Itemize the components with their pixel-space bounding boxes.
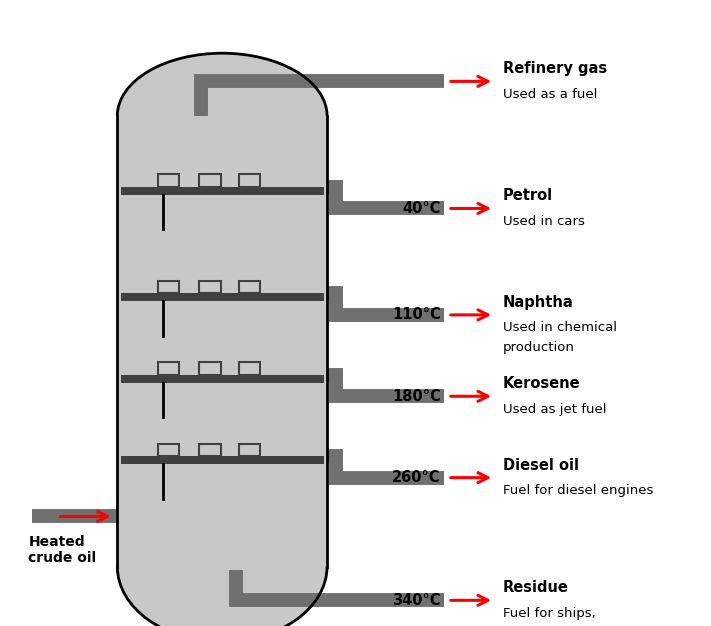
Text: 340°C: 340°C (392, 593, 441, 608)
Text: Used in cars: Used in cars (503, 215, 584, 228)
Text: Heated
crude oil: Heated crude oil (28, 535, 97, 565)
Text: Residue: Residue (503, 580, 569, 595)
Ellipse shape (117, 491, 327, 626)
Bar (239, 362, 260, 374)
Bar (199, 280, 220, 293)
Bar (199, 362, 220, 374)
Text: Used in chemical: Used in chemical (503, 321, 616, 334)
Text: Fuel for ships,: Fuel for ships, (503, 607, 595, 620)
Text: Kerosene: Kerosene (503, 376, 580, 391)
Ellipse shape (117, 53, 327, 178)
Text: 110°C: 110°C (392, 307, 441, 322)
Bar (158, 443, 179, 456)
Bar (239, 443, 260, 456)
Bar (199, 175, 220, 187)
Text: 180°C: 180°C (392, 389, 441, 404)
Bar (121, 456, 324, 464)
Bar (121, 187, 324, 195)
Bar (158, 175, 179, 187)
Bar (199, 443, 220, 456)
Bar (158, 362, 179, 374)
Bar (158, 280, 179, 293)
Text: Naphtha: Naphtha (503, 295, 574, 310)
Bar (239, 175, 260, 187)
Text: Diesel oil: Diesel oil (503, 458, 579, 473)
Text: Petrol: Petrol (503, 188, 552, 203)
Bar (121, 374, 324, 383)
Text: Used as jet fuel: Used as jet fuel (503, 403, 606, 416)
Text: 40°C: 40°C (402, 201, 441, 216)
Text: 260°C: 260°C (392, 470, 441, 485)
Text: Used as a fuel: Used as a fuel (503, 88, 597, 101)
Text: Refinery gas: Refinery gas (503, 61, 606, 76)
Bar (121, 293, 324, 302)
Bar (239, 280, 260, 293)
Bar (117, 116, 327, 567)
Text: Fuel for diesel engines: Fuel for diesel engines (503, 484, 653, 497)
Text: production: production (503, 341, 574, 354)
